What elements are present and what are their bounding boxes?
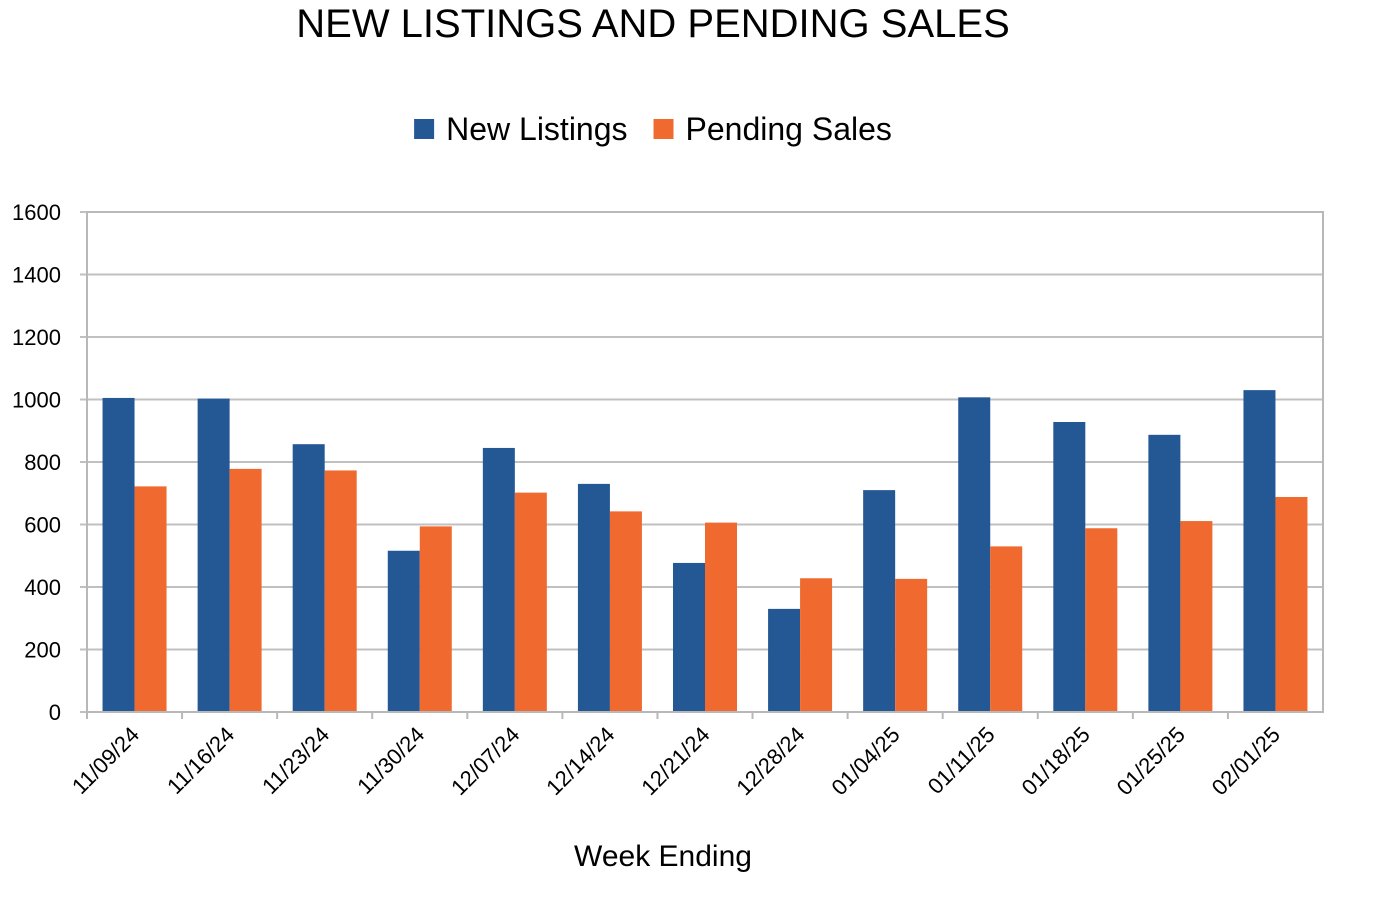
plot-border bbox=[86, 211, 1324, 713]
x-tick-label: 01/11/25 bbox=[923, 722, 1000, 799]
bar-pending-sales bbox=[419, 526, 452, 712]
bar-new-listings bbox=[673, 562, 705, 712]
x-tick-label: 01/25/25 bbox=[1112, 722, 1190, 800]
x-tick-label: 01/04/25 bbox=[826, 722, 904, 800]
x-tick-label: 12/14/24 bbox=[541, 722, 619, 800]
bar-pending-sales bbox=[990, 546, 1023, 712]
bar-new-listings bbox=[863, 490, 896, 712]
y-tick-label: 0 bbox=[49, 700, 61, 725]
x-tick-label: 12/28/24 bbox=[731, 722, 809, 800]
x-axis-label: Week Ending bbox=[574, 840, 752, 873]
bar-pending-sales bbox=[800, 578, 833, 712]
y-tick-label: 1200 bbox=[12, 325, 61, 350]
x-tick-label: 11/23/24 bbox=[257, 722, 334, 799]
y-tick-label: 400 bbox=[24, 575, 61, 600]
legend-swatch bbox=[653, 119, 674, 139]
bar-new-listings bbox=[1243, 390, 1276, 712]
x-tick-label: 12/21/24 bbox=[636, 722, 714, 800]
bar-new-listings bbox=[387, 550, 420, 712]
x-tick-label: 11/09/24 bbox=[67, 722, 144, 799]
y-tick-label: 800 bbox=[24, 450, 61, 475]
bars bbox=[102, 390, 1308, 712]
bar-pending-sales bbox=[1275, 497, 1308, 712]
legend-label: New Listings bbox=[446, 111, 627, 147]
x-tick-label: 12/07/24 bbox=[446, 722, 524, 800]
y-axis-ticks: 0 200 400 600 800 1000 1200 1400 1600 bbox=[12, 200, 61, 725]
bar-new-listings bbox=[292, 444, 325, 712]
legend: New Listings Pending Sales bbox=[414, 111, 892, 147]
bar-pending-sales bbox=[609, 511, 642, 712]
bar-pending-sales bbox=[1085, 528, 1118, 712]
x-tick-label: 11/16/24 bbox=[162, 722, 239, 799]
bar-pending-sales bbox=[1180, 521, 1213, 712]
legend-item: New Listings bbox=[414, 111, 628, 147]
legend-item: Pending Sales bbox=[653, 111, 892, 147]
bar-new-listings bbox=[482, 447, 515, 712]
y-tick-label: 200 bbox=[24, 638, 61, 663]
x-tick-label: 01/18/25 bbox=[1017, 722, 1095, 800]
bar-new-listings bbox=[958, 397, 991, 712]
y-tick-label: 600 bbox=[24, 513, 61, 538]
bar-pending-sales bbox=[895, 578, 928, 712]
bar-pending-sales bbox=[705, 522, 737, 712]
chart-title: NEW LISTINGS AND PENDING SALES bbox=[296, 2, 1010, 46]
bar-pending-sales bbox=[134, 486, 167, 712]
bar-pending-sales bbox=[229, 468, 262, 712]
bar-new-listings bbox=[1148, 434, 1181, 712]
plot-frame bbox=[86, 211, 1324, 713]
x-tick-label: 11/30/24 bbox=[352, 722, 429, 799]
bar-pending-sales bbox=[514, 492, 547, 712]
y-tick-label: 1400 bbox=[12, 263, 61, 288]
bar-new-listings bbox=[577, 483, 610, 712]
y-tick-label: 1000 bbox=[12, 388, 61, 413]
legend-swatch bbox=[414, 119, 435, 139]
bar-pending-sales bbox=[324, 470, 357, 712]
bar-new-listings bbox=[768, 608, 801, 712]
y-tick-label: 1600 bbox=[12, 200, 61, 225]
bar-new-listings bbox=[1053, 422, 1086, 712]
bar-new-listings bbox=[102, 397, 135, 712]
x-tick-label: 02/01/25 bbox=[1207, 722, 1285, 800]
x-axis-ticks: 11/09/24 11/16/24 11/23/24 11/30/24 12/07/24… bbox=[67, 712, 1285, 800]
legend-label: Pending Sales bbox=[686, 111, 892, 147]
bar-new-listings bbox=[197, 398, 230, 712]
